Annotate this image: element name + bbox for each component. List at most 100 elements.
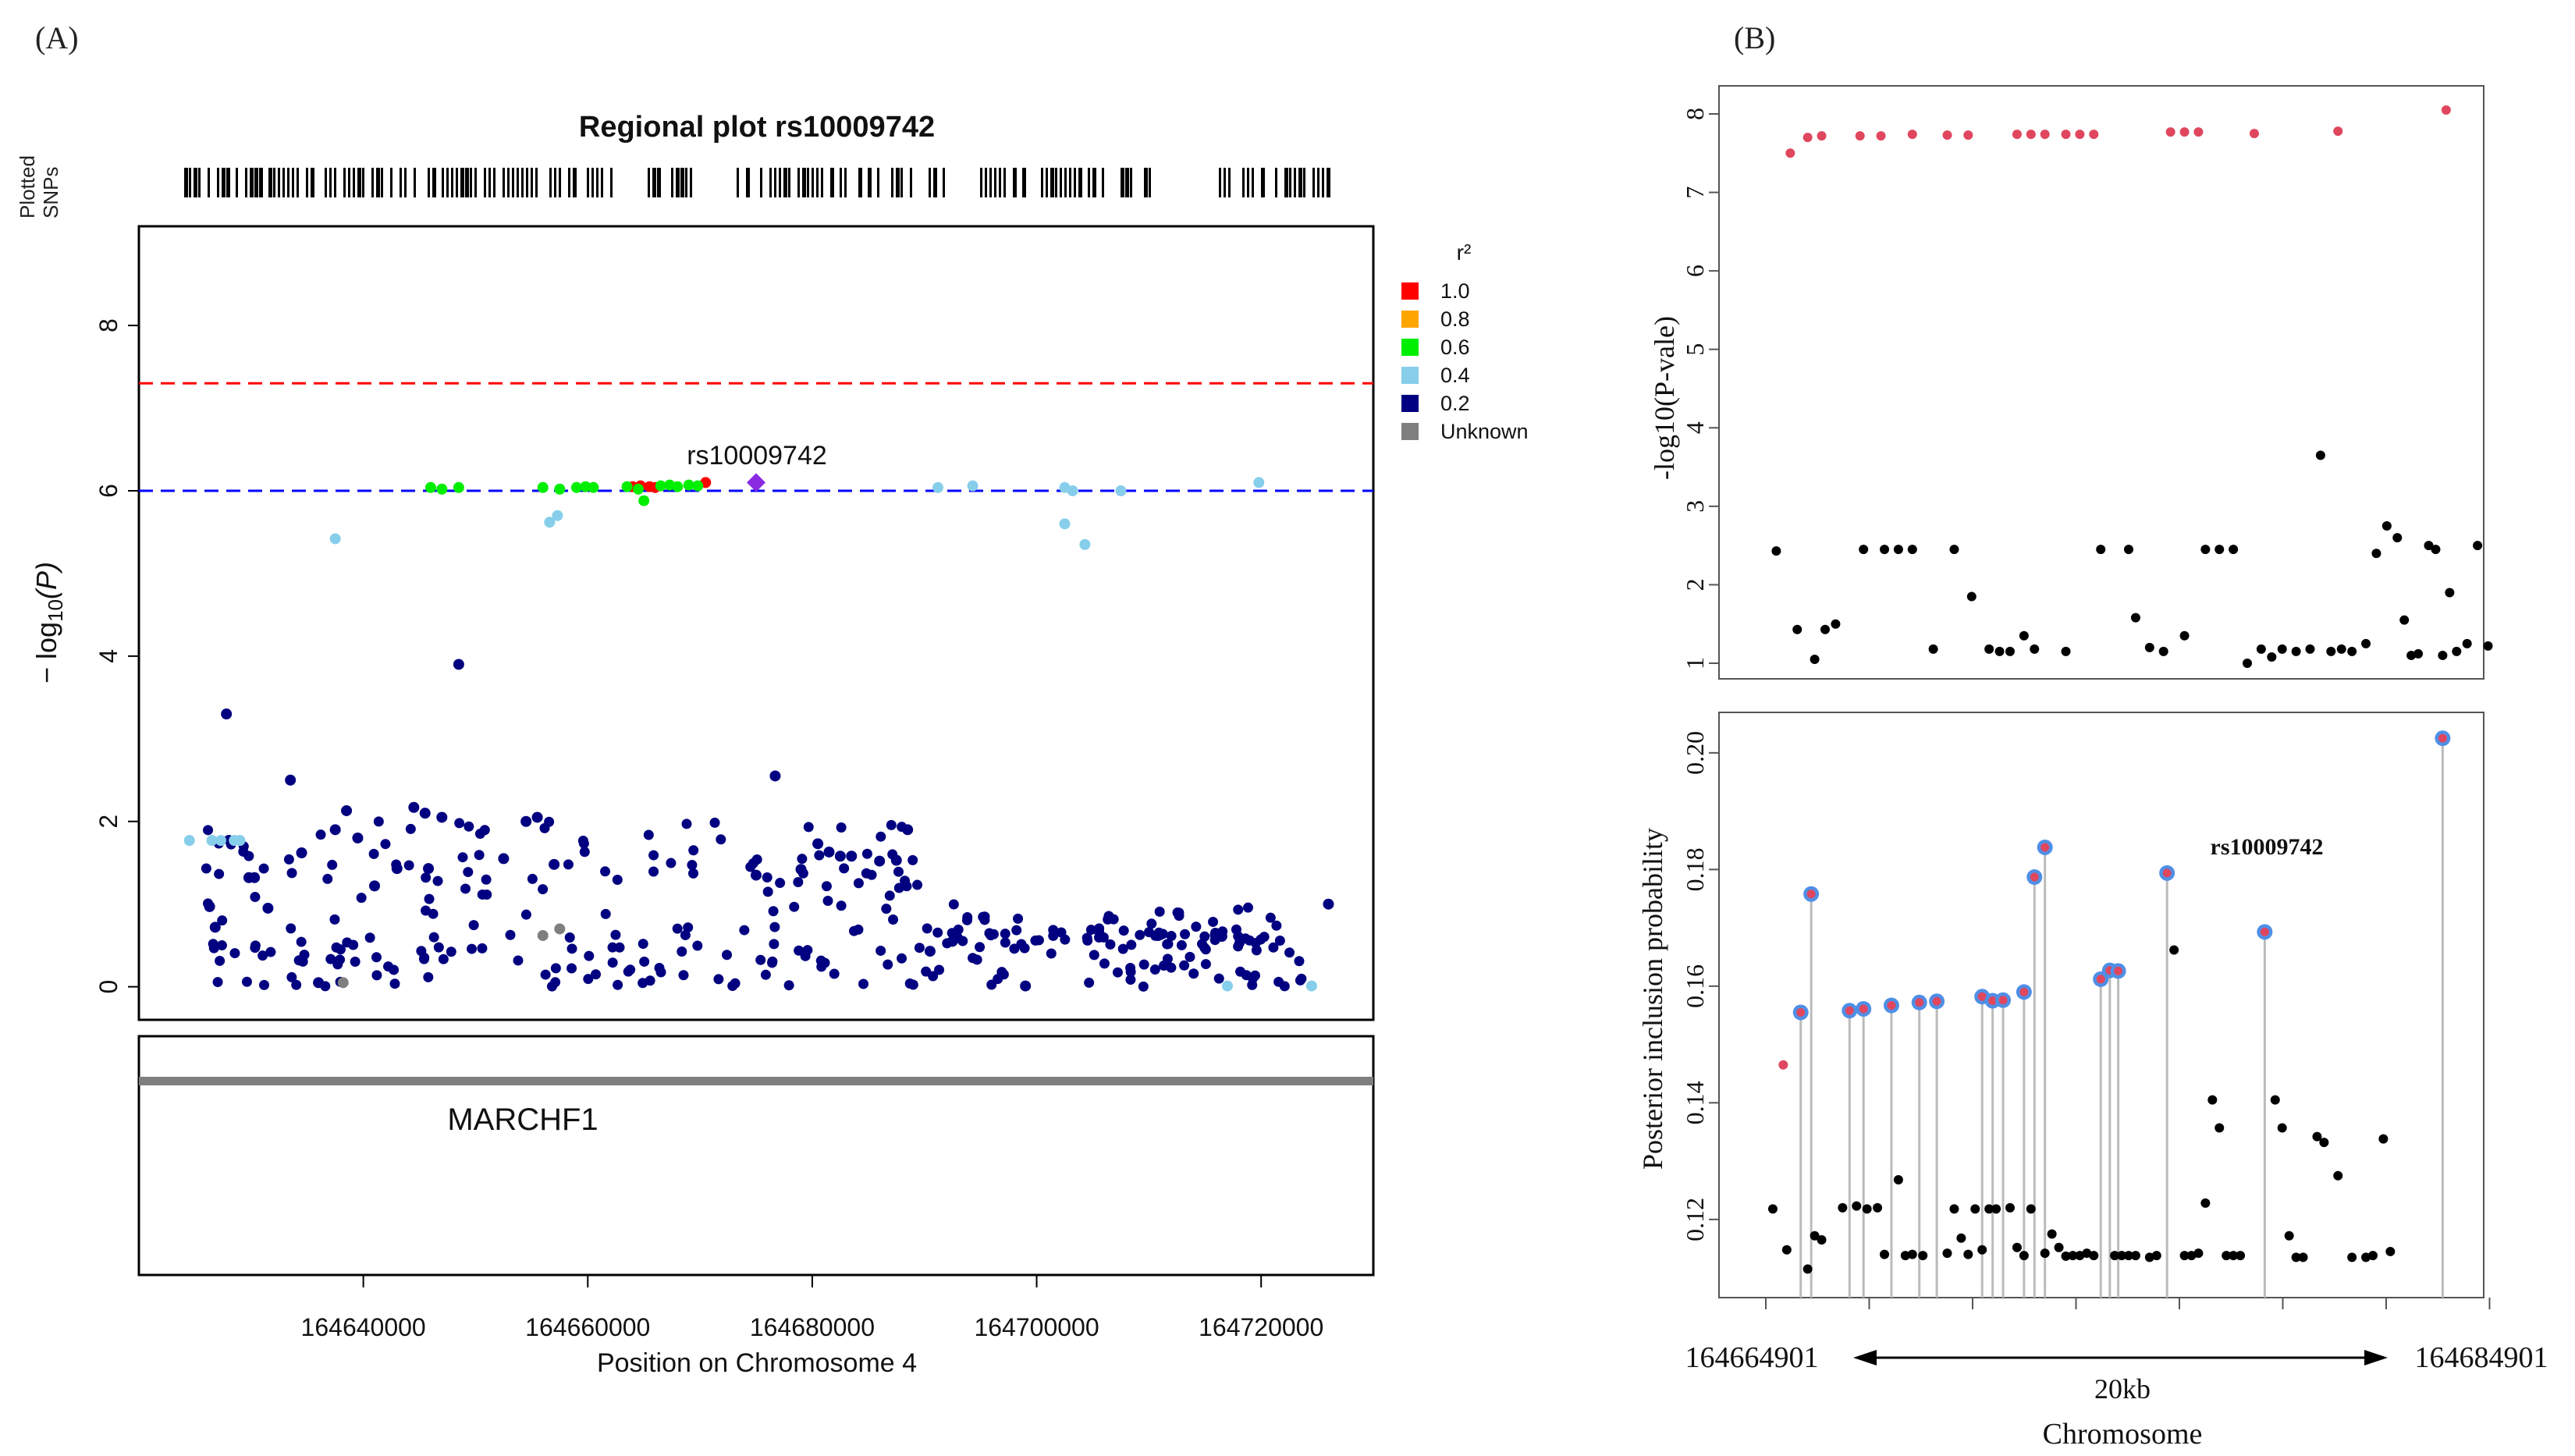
snp-rug-tick <box>526 168 528 197</box>
snp-point <box>607 942 618 953</box>
snp-rug-tick <box>591 168 594 197</box>
snp-rug-tick <box>1022 168 1026 197</box>
snp-point <box>1852 1201 1862 1211</box>
snp-point <box>2061 646 2071 656</box>
y-tick-label: 1 <box>1681 657 1709 669</box>
snp-point <box>537 929 549 941</box>
snp-rug-tick <box>1125 168 1129 197</box>
panel-a-ylabel: − log10(P) <box>30 562 67 684</box>
snp-point <box>234 835 246 847</box>
snp-point <box>2061 130 2071 140</box>
snp-point <box>613 979 623 990</box>
snp-point <box>438 954 449 964</box>
x-end-label: 164684901 <box>2415 1341 2548 1374</box>
snp-rug-tick <box>512 168 514 197</box>
snp-point <box>2371 549 2381 559</box>
snp-point <box>2005 1202 2015 1213</box>
snp-rug-tick <box>1102 168 1104 197</box>
snp-point <box>2473 541 2483 551</box>
snp-point <box>716 834 726 845</box>
snp-point <box>1928 644 1938 654</box>
y-tick-label: 4 <box>1681 421 1709 434</box>
snp-point <box>1179 960 1190 971</box>
snp-point <box>1188 968 1199 979</box>
snp-rug-tick <box>311 168 314 197</box>
snp-point <box>1149 964 1160 975</box>
snp-point <box>600 866 611 877</box>
snp-point <box>204 900 215 912</box>
snp-point <box>423 863 435 875</box>
snp-rug-tick <box>222 168 226 197</box>
snp-point <box>2378 1134 2389 1144</box>
snp-point <box>861 868 872 879</box>
pip-core <box>1932 996 1941 1006</box>
snp-point <box>258 863 269 874</box>
snp-point <box>2291 1252 2301 1262</box>
snp-point <box>1880 1249 1890 1259</box>
snp-point <box>1785 148 1795 158</box>
snp-point <box>1907 130 1917 140</box>
snp-point <box>2179 1251 2190 1261</box>
snp-point <box>350 957 360 968</box>
pip-core <box>2030 872 2039 882</box>
pip-core <box>1887 1001 1896 1010</box>
snp-point <box>421 872 432 883</box>
snp-point <box>2312 1131 2322 1142</box>
snp-point <box>688 868 699 879</box>
snp-point <box>654 963 665 974</box>
snp-point <box>1963 1249 1973 1259</box>
snp-point <box>296 847 307 859</box>
snp-point <box>797 854 808 865</box>
snp-point <box>1135 929 1145 940</box>
snp-rug-tick <box>1242 168 1245 197</box>
snp-rug-tick <box>812 168 814 197</box>
snp-point <box>566 943 577 954</box>
snp-point <box>209 922 221 933</box>
snp-point <box>666 858 677 868</box>
snp-rug-tick <box>531 168 533 197</box>
snp-rug-tick <box>816 168 819 197</box>
snp-point <box>961 914 972 925</box>
snp-point <box>464 821 474 832</box>
snp-point <box>2012 1242 2022 1252</box>
snp-point <box>2298 1252 2308 1262</box>
snp-point <box>214 868 225 879</box>
snp-point <box>1949 545 1959 555</box>
pip-core <box>2096 975 2105 984</box>
snp-point <box>2151 1251 2161 1261</box>
snp-point <box>751 854 762 865</box>
pip-core <box>2260 927 2269 936</box>
snp-rug-tick <box>521 168 524 197</box>
snp-point <box>1977 1245 1987 1255</box>
snp-point <box>610 929 621 940</box>
snp-point <box>1162 954 1173 964</box>
snp-point <box>681 819 692 829</box>
snp-point <box>975 942 986 953</box>
snp-point <box>2179 127 2190 137</box>
snp-point <box>293 955 304 966</box>
snp-point <box>794 945 804 956</box>
snp-point <box>900 875 911 886</box>
snp-rug-tick <box>933 168 937 197</box>
snp-rug-tick <box>198 168 201 197</box>
snp-point <box>2385 1246 2396 1256</box>
snp-point <box>2431 545 2441 555</box>
snp-point <box>241 976 252 987</box>
snp-point <box>463 867 474 878</box>
snp-point <box>1259 932 1270 943</box>
snp-point <box>1154 906 1165 917</box>
legend-label: 1.0 <box>1440 279 1470 303</box>
y-tick-label: 0.18 <box>1681 847 1709 891</box>
snp-rug-tick <box>877 168 879 197</box>
snp-point <box>554 923 566 935</box>
snp-rug-tick <box>1055 168 1057 197</box>
snp-point <box>1222 980 1234 992</box>
snp-point <box>722 950 733 961</box>
snp-point <box>814 850 825 861</box>
snp-point <box>986 930 996 941</box>
snp-point <box>2089 1251 2099 1261</box>
snp-rug-tick <box>1050 168 1054 197</box>
snp-point <box>2367 1251 2378 1261</box>
snp-point <box>322 873 333 884</box>
snp-point <box>858 978 868 989</box>
